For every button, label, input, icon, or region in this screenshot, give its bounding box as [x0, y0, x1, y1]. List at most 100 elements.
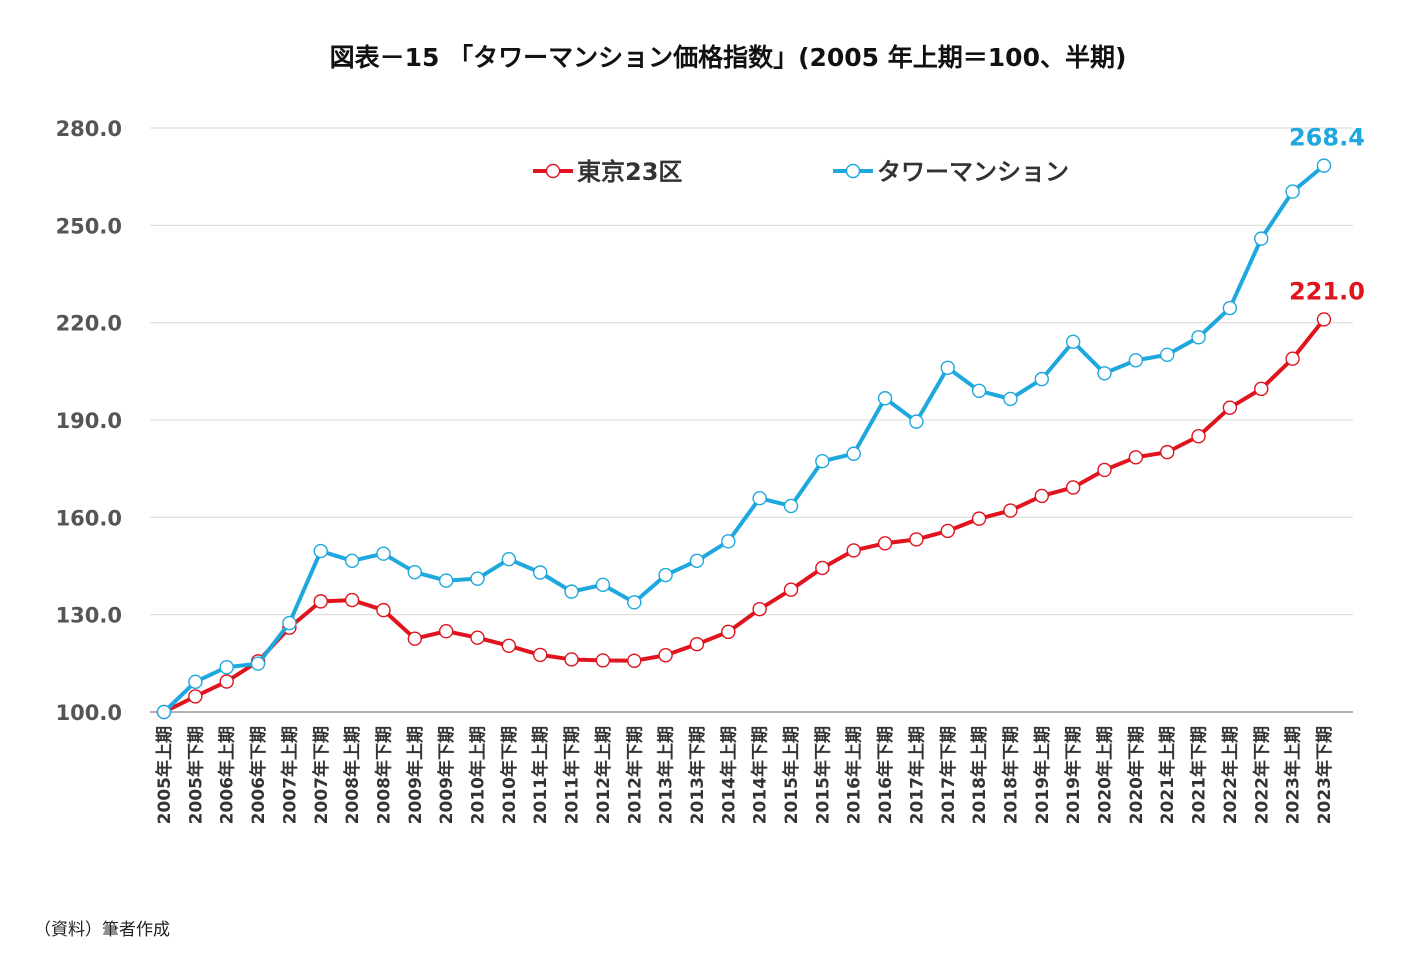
data-point [564, 584, 579, 599]
data-point [344, 592, 360, 608]
data-point [658, 567, 673, 583]
y-tick-label: 190.0 [56, 409, 122, 433]
y-tick-label: 160.0 [56, 506, 122, 530]
series-tokyo23 [156, 312, 1332, 720]
x-tick-label: 2019年上期 [1032, 726, 1053, 824]
y-axis: 100.0 130.0 160.0 190.0 220.0 250.0 280.0 [56, 117, 122, 725]
data-point [1065, 334, 1081, 350]
x-tick-label: 2017年上期 [906, 726, 927, 824]
data-point [658, 648, 673, 663]
data-point [219, 660, 234, 675]
legend-item: タワーマンション [833, 158, 1069, 186]
x-tick-label: 2005年上期 [154, 726, 175, 824]
data-point [470, 630, 485, 645]
data-point [282, 615, 297, 631]
x-tick-label: 2007年下期 [311, 726, 332, 824]
x-tick-label: 2008年下期 [373, 726, 394, 824]
x-tick-label: 2015年上期 [781, 726, 802, 824]
data-point [877, 536, 893, 551]
data-point [188, 674, 203, 690]
data-point [877, 391, 893, 406]
data-point [1254, 231, 1269, 246]
x-tick-label: 2018年下期 [1000, 726, 1021, 824]
x-tick-label: 2010年下期 [499, 726, 520, 824]
legend: 東京23区 タワーマンション [533, 158, 1069, 186]
data-point [1254, 381, 1269, 397]
series-line [163, 318, 1326, 714]
legend-item: 東京23区 [533, 158, 682, 186]
y-tick-label: 220.0 [56, 312, 122, 336]
legend-label: タワーマンション [877, 158, 1069, 186]
x-tick-label: 2022年上期 [1220, 726, 1241, 824]
data-point [783, 498, 799, 514]
data-point [721, 534, 736, 549]
x-tick-label: 2020年上期 [1095, 726, 1116, 824]
x-tick-label: 2009年上期 [405, 726, 426, 824]
x-tick-label: 2022年下期 [1251, 726, 1272, 824]
data-point [721, 624, 736, 640]
series-line [162, 164, 1326, 714]
grid [150, 127, 1353, 713]
legend-label: 東京23区 [577, 158, 682, 186]
data-point [1159, 347, 1175, 362]
x-tick-label: 2007年上期 [279, 726, 300, 824]
x-tick-label: 2014年下期 [750, 726, 771, 824]
data-point [533, 565, 548, 580]
plot-area [156, 158, 1332, 720]
x-tick-label: 2013年上期 [656, 726, 677, 824]
data-point [627, 653, 642, 668]
data-point [533, 647, 548, 663]
data-point [689, 636, 705, 652]
data-point [156, 704, 172, 720]
data-point [407, 631, 422, 646]
data-point [940, 360, 955, 375]
x-tick-label: 2021年上期 [1157, 726, 1178, 824]
data-point [376, 602, 391, 618]
data-point [595, 577, 611, 593]
data-point [971, 511, 987, 526]
y-tick-label: 250.0 [56, 214, 122, 238]
x-tick-label: 2010年上期 [468, 726, 489, 824]
data-point [564, 652, 579, 667]
data-point [1003, 503, 1018, 518]
x-tick-label: 2023年上期 [1283, 726, 1304, 824]
data-point [470, 571, 485, 586]
data-point [1003, 391, 1018, 407]
x-tick-label: 2017年下期 [938, 726, 959, 824]
data-point [313, 543, 328, 559]
data-point [1128, 450, 1144, 465]
data-point [1285, 351, 1300, 366]
data-point [846, 543, 861, 558]
series-tower [156, 158, 1332, 720]
data-point [219, 674, 234, 689]
data-point [815, 454, 830, 469]
y-tick-label: 280.0 [56, 117, 122, 141]
data-point [627, 595, 642, 610]
end-labels: 221.0 268.4 [1289, 124, 1365, 306]
x-tick-label: 2019年下期 [1063, 726, 1084, 824]
x-tick-label: 2015年下期 [812, 726, 833, 824]
data-point [1097, 462, 1112, 478]
data-point [1316, 312, 1332, 327]
x-tick-label: 2012年上期 [593, 726, 614, 824]
x-tick-label: 2023年下期 [1314, 726, 1335, 824]
x-tick-label: 2016年上期 [844, 726, 865, 824]
y-tick-label: 130.0 [56, 604, 122, 628]
data-point [1034, 488, 1050, 504]
data-point [1222, 400, 1238, 415]
data-point [846, 446, 861, 461]
data-point [1191, 330, 1206, 345]
data-point [1128, 353, 1144, 368]
data-point [313, 594, 328, 609]
data-point [752, 490, 767, 506]
data-point [689, 553, 705, 569]
data-point [438, 573, 454, 588]
chart-title: 図表－15 「タワーマンション価格指数」(2005 年上期＝100、半期) [330, 43, 1127, 72]
data-point [971, 383, 987, 398]
data-point [501, 551, 517, 567]
x-tick-label: 2018年上期 [969, 726, 990, 824]
x-tick-label: 2011年上期 [530, 726, 551, 824]
data-point [752, 601, 767, 617]
x-tick-label: 2014年上期 [718, 726, 739, 824]
